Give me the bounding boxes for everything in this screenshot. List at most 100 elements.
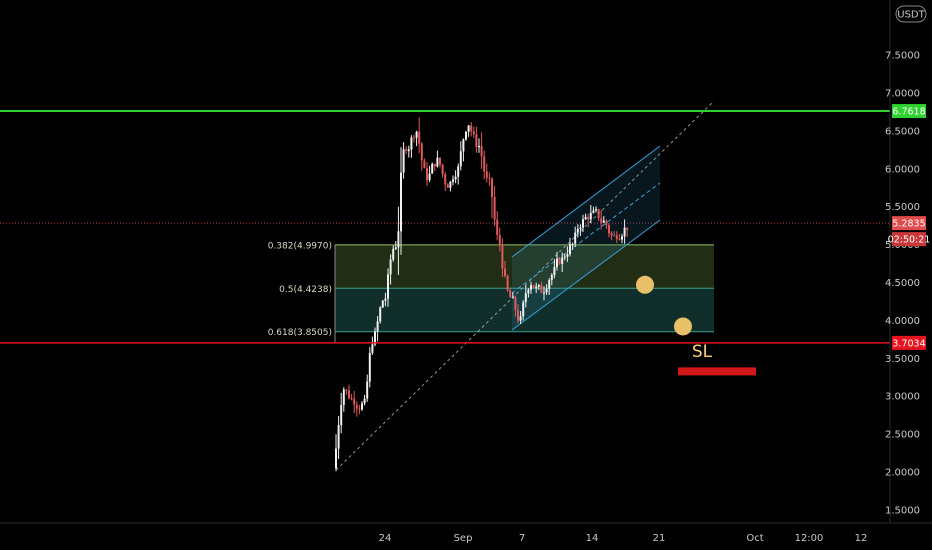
time-axis[interactable]: 24 Sep 7 14 21 Oct 12:00 12 [0,522,932,544]
candle-body [545,288,548,293]
candle-body [615,235,618,240]
stop-loss-label: SL [692,342,713,362]
candle-body [558,258,561,264]
candle-body [379,307,382,322]
candle-body [472,131,475,135]
price-tick-label: 3.5000 [885,354,920,365]
candle-body [384,298,387,301]
candle-body [571,243,574,245]
price-tick-label: 5.5000 [885,202,920,213]
stop-loss-bar[interactable] [678,367,756,376]
candle-body [569,243,571,255]
price-tick-label: 7.5000 [885,51,920,62]
candle-body [465,131,467,140]
candle-body [566,254,569,257]
price-tick-label: 2.5000 [885,430,920,441]
candle-body [381,300,384,308]
candle-body [342,389,345,406]
candle-body [335,448,337,469]
trend-line-dashed[interactable] [335,100,715,471]
candle-body [402,149,405,173]
time-tick-label: 12:00 [795,533,824,544]
candle-body [454,176,457,180]
candle-body [353,398,356,405]
candle-body [405,149,408,152]
price-tick-label: 4.0000 [885,316,920,327]
candle-body [608,225,610,234]
candle-body [480,146,483,157]
candle-body [618,239,621,241]
candle-body [605,220,608,226]
target-dot-2[interactable] [674,317,692,336]
candle-body [582,219,584,228]
price-tick-label: 2.0000 [885,468,920,479]
support-price-badge [892,335,926,350]
channel-upper-line [511,145,661,258]
candle-body [491,178,493,197]
target-dot-1[interactable] [636,275,654,294]
candle-body [413,137,415,139]
fib-label-0.382: 0.382(4.9970) [268,241,332,251]
candle-body [441,164,444,175]
fib-zone-lower [335,288,714,332]
candle-body [600,218,603,223]
candle-body [361,403,363,410]
candle-body [444,174,447,185]
candle-body [496,219,499,236]
candle-body [483,156,486,172]
time-tick-label: Oct [746,533,763,544]
candle-body [340,405,343,426]
candle-body [345,389,348,391]
price-tick-label: 1.5000 [885,505,920,516]
candle-body [374,331,376,345]
candles [335,117,629,472]
candle-body [407,149,410,152]
candle-body [532,285,535,289]
candle-body [452,179,454,182]
candle-body [574,232,577,244]
candle-body [431,163,434,174]
time-tick-label: 21 [653,533,666,544]
support-price-label: 3.7034 [892,338,925,349]
candle-body [467,125,470,132]
current-price-badge [892,216,926,231]
candle-body [366,381,369,399]
candle-body [524,293,527,303]
candle-body [602,220,605,223]
price-axis[interactable]: 1.5000 2.0000 2.5000 3.0000 3.5000 4.0000 4.50… [885,0,930,523]
candle-body [457,166,460,177]
candle-body [514,297,517,311]
candle-body [610,233,613,236]
candle-body [511,297,514,299]
candle-body [337,425,340,449]
candle-body [420,143,423,161]
candle-body [355,404,358,409]
candle-body [517,310,519,321]
candle-body [436,157,439,167]
currency-badge[interactable] [895,5,927,23]
candle-body [426,168,428,181]
candle-body [392,248,395,260]
candle-body [540,284,543,294]
price-tick-label: 4.5000 [885,278,920,289]
price-tick-label: 6.0000 [885,164,920,175]
candle-body [462,139,465,152]
candle-body [595,209,597,211]
candle-body [389,259,392,275]
candle-body [504,268,506,276]
candle-body [415,131,418,138]
candle-body [410,137,413,150]
candle-body [348,390,350,399]
candle-body [449,181,452,188]
candle-body [553,267,556,276]
candle-body [587,216,590,220]
time-tick-label: 24 [379,533,392,544]
candle-body [387,274,389,299]
candle-body [400,172,402,232]
channel-mid-line [511,182,661,294]
candle-body [537,284,540,287]
candle-body [626,227,629,231]
candle-body [621,236,623,240]
